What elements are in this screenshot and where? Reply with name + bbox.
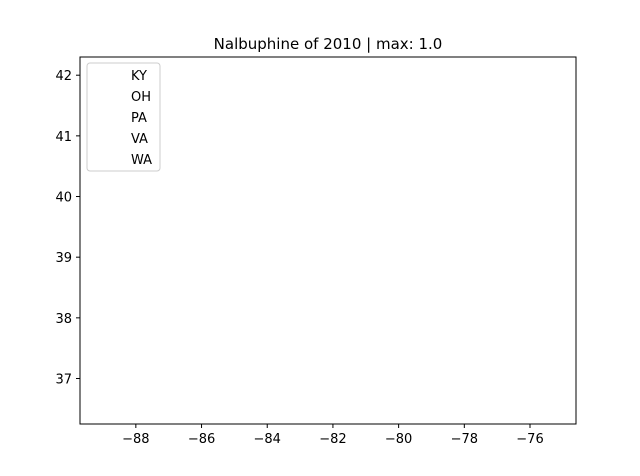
legend-entry-label: OH [131,90,151,105]
x-axis: −88 −86 −84 −82 −80 −78 −76 [122,424,544,447]
legend-box [86,62,161,172]
y-tick-label: 38 [55,312,72,327]
x-tick-label: −80 [385,432,412,447]
legend-entry-label: VA [131,132,148,147]
y-tick-label: 42 [55,69,72,84]
x-tick-label: −76 [516,432,543,447]
legend: KY OH PA VA WA [86,62,161,172]
x-tick-label: −86 [188,432,215,447]
plot-area [79,56,577,425]
x-tick-label: −82 [319,432,346,447]
y-tick-label: 37 [55,373,72,388]
legend-entry-label: WA [131,153,152,168]
chart-title: Nalbuphine of 2010 | max: 1.0 [214,35,443,53]
y-tick-label: 40 [55,191,72,206]
y-tick-label: 41 [55,130,72,145]
y-axis: 37 38 39 40 41 42 [55,69,80,388]
x-tick-label: −78 [451,432,478,447]
x-tick-label: −88 [122,432,149,447]
x-tick-label: −84 [254,432,281,447]
legend-entry-label: PA [131,111,147,126]
y-tick-label: 39 [55,251,72,266]
legend-entry-label: KY [131,69,147,84]
